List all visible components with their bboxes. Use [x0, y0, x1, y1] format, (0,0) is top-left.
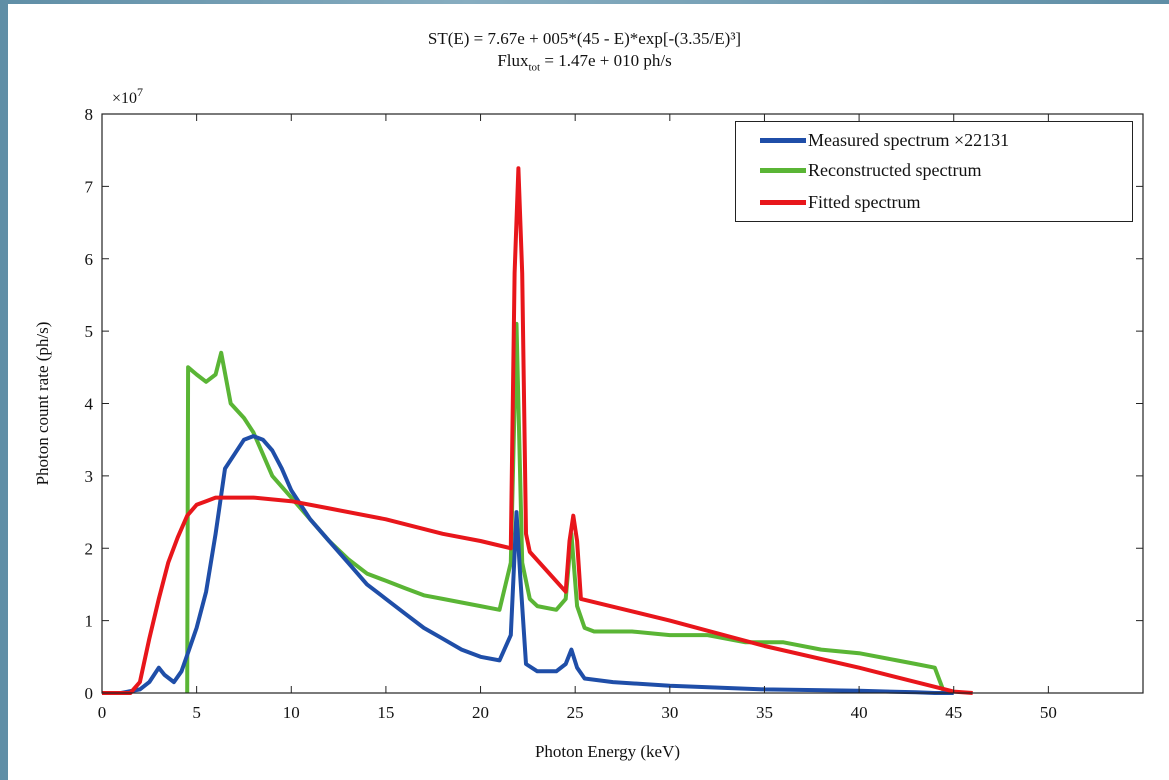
y-tick-label: 1	[85, 612, 94, 631]
y-multiplier: ×107	[112, 85, 143, 107]
x-tick-label: 20	[472, 703, 489, 722]
title-line-2: Fluxtot = 1.47e + 010 ph/s	[0, 50, 1169, 78]
plot-area	[102, 166, 973, 695]
legend-label-measured: Measured spectrum ×22131	[808, 129, 1010, 150]
legend-swatch-measured	[760, 137, 806, 143]
legend-swatch-reconstructed	[760, 167, 806, 173]
y-tick-label: 6	[85, 250, 94, 269]
y-tick-label: 8	[85, 105, 94, 124]
x-tick-label: 50	[1040, 703, 1057, 722]
x-tick-label: 35	[756, 703, 773, 722]
legend-item-reconstructed: Reconstructed spectrum	[736, 156, 981, 184]
legend-item-measured: Measured spectrum ×22131	[736, 126, 1009, 154]
x-tick-label: 25	[567, 703, 584, 722]
legend-swatch-fitted	[760, 199, 806, 205]
legend-label-fitted: Fitted spectrum	[808, 191, 921, 212]
x-tick-label: 30	[661, 703, 678, 722]
legend-label-reconstructed: Reconstructed spectrum	[808, 159, 982, 180]
title-flux-value: = 1.47e + 010 ph/s	[540, 51, 672, 70]
chart-legend: Measured spectrum ×22131 Reconstructed s…	[735, 121, 1133, 222]
chart-title: ST(E) = 7.67e + 005*(45 - E)*exp[-(3.35/…	[0, 28, 1169, 78]
y-tick-label: 3	[85, 467, 94, 486]
y-tick-label: 2	[85, 539, 94, 558]
x-tick-label: 10	[283, 703, 300, 722]
y-tick-label: 0	[85, 684, 94, 703]
x-tick-label: 40	[851, 703, 868, 722]
y-tick-label: 7	[85, 177, 94, 196]
legend-item-fitted: Fitted spectrum	[736, 188, 920, 216]
series-line-fitted	[102, 166, 973, 695]
x-tick-label: 15	[377, 703, 394, 722]
x-tick-label: 5	[192, 703, 201, 722]
x-tick-label: 0	[98, 703, 107, 722]
title-flux-subscript: tot	[528, 61, 541, 74]
series-line-reconstructed	[185, 321, 947, 694]
x-axis-label: Photon Energy (keV)	[535, 742, 680, 761]
title-line-1: ST(E) = 7.67e + 005*(45 - E)*exp[-(3.35/…	[427, 29, 742, 48]
y-tick-label: 5	[85, 322, 94, 341]
series-line-measured	[102, 434, 954, 695]
x-tick-label: 45	[945, 703, 962, 722]
y-tick-label: 4	[85, 395, 94, 414]
title-flux: Flux	[497, 51, 529, 70]
y-axis-label: Photon count rate (ph/s)	[33, 322, 52, 486]
